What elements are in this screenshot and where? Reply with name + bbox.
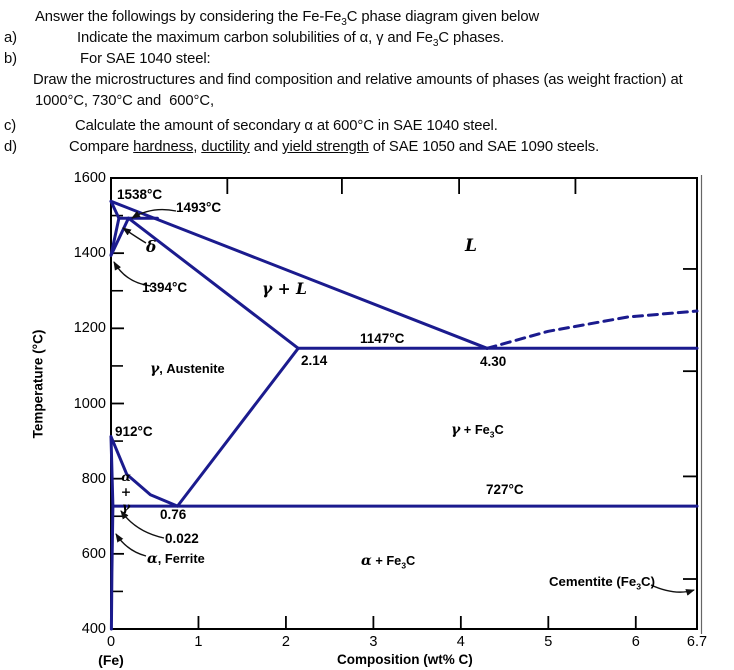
- label-2-14: 2.14: [301, 353, 328, 368]
- leader-to-1394: [113, 261, 152, 287]
- boundary-liquidus: [109, 199, 489, 350]
- label-alpha-ferrite: α, Ferrite: [147, 551, 205, 567]
- item-c-text: Calculate the amount of secondary α at 6…: [75, 118, 498, 134]
- y-tick-label: 1000: [73, 395, 106, 412]
- question-intro: Answer the followings by considering the…: [35, 9, 540, 28]
- y-tick-label: 1400: [73, 245, 106, 262]
- boundary-acm: [176, 346, 300, 508]
- label-1538c: 1538°C: [117, 187, 163, 202]
- label-alpha-fe3c: α + Fe3C: [361, 553, 416, 571]
- item-b-text: For SAE 1040 steel:: [80, 51, 211, 67]
- boundary-alpha-gamma-left: [109, 435, 115, 508]
- item-d-label: d): [4, 139, 17, 155]
- leader-to-delta-region: [122, 227, 147, 244]
- x-tick-label: 1: [194, 634, 203, 650]
- boundary-alpha-solvus: [109, 504, 115, 631]
- label-912c: 912°C: [115, 424, 153, 439]
- x-tick-label: 3: [369, 634, 378, 650]
- item-d-text: Compare hardness, ductility and yield st…: [69, 139, 600, 155]
- item-a-text: Indicate the maximum carbon solubilities…: [77, 30, 505, 49]
- label-gamma-austenite: γ, Austenite: [150, 361, 225, 377]
- label-0-022: 0.022: [165, 531, 199, 546]
- item-b-label: b): [4, 51, 17, 67]
- label-1147c: 1147°C: [360, 331, 405, 346]
- x-tick-label: 4: [456, 634, 465, 650]
- label-0-76: 0.76: [160, 507, 187, 522]
- x-axis-title: Composition (wt% C): [337, 652, 473, 667]
- y-tick-label: 1600: [73, 170, 106, 186]
- label-4-30: 4.30: [480, 354, 507, 369]
- boundary-liquidus-metastable-extension: [485, 309, 699, 350]
- y-tick-label: 800: [81, 470, 106, 487]
- item-c-label: c): [4, 118, 17, 134]
- x-tick-label: 0: [106, 634, 116, 650]
- boundary-delta-gamma-right: [109, 216, 130, 257]
- label-1493c: 1493°C: [176, 200, 222, 215]
- x-tick-label: 6.7: [686, 634, 708, 650]
- y-axis-title: Temperature (°C): [30, 329, 46, 439]
- leader-to-0022: [120, 510, 165, 539]
- label-cementite: Cementite (Fe3C): [549, 574, 655, 592]
- x-tick-label: 2: [281, 634, 290, 650]
- boundary-gamma-solidus: [127, 216, 300, 350]
- item-b-cont2: 1000°C, 730°C and 600°C,: [35, 93, 214, 109]
- y-tick-label: 400: [81, 621, 106, 637]
- item-b-cont1: Draw the microstructures and find compos…: [33, 72, 683, 88]
- label-727c: 727°C: [486, 482, 524, 497]
- leader-to-cementite: [650, 584, 695, 596]
- label-liquid-phase: L: [465, 236, 477, 256]
- leader-to-ferrite: [115, 533, 147, 557]
- label-gamma-plus-liquid: γ + L: [262, 279, 307, 298]
- label-gamma-fe3c: γ + Fe3C: [451, 422, 504, 440]
- x-tick-label: 5: [544, 634, 553, 650]
- label-delta-phase: δ: [146, 237, 157, 256]
- y-tick-label: 1200: [73, 320, 106, 337]
- leader-to-peritectic: [131, 208, 177, 219]
- boundary-delta-solidus: [109, 199, 121, 220]
- y-tick-label: 600: [81, 545, 106, 562]
- boundary-a3: [109, 435, 179, 508]
- x-tick-label: 6: [631, 634, 640, 650]
- label-1394c: 1394°C: [142, 280, 188, 295]
- item-a-label: a): [4, 30, 17, 46]
- fe-origin-label: (Fe): [98, 652, 124, 668]
- label-alpha-plus-gamma: α + γ: [120, 469, 132, 514]
